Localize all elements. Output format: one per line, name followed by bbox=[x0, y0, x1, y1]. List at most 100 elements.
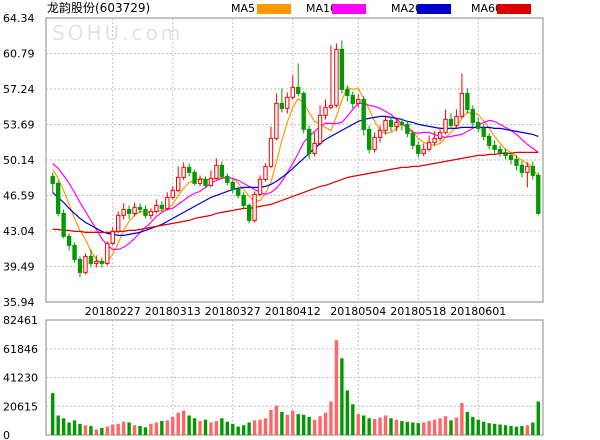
price-tick-label: 60.79 bbox=[3, 48, 35, 61]
candle-body bbox=[148, 210, 154, 216]
price-tick-label: 43.04 bbox=[3, 225, 35, 238]
price-tick-label: 57.24 bbox=[3, 83, 35, 96]
volume-bar bbox=[471, 416, 475, 435]
candle-body bbox=[410, 132, 415, 146]
volume-bar bbox=[432, 419, 437, 435]
candle-body bbox=[94, 260, 99, 264]
volume-bar bbox=[285, 414, 290, 435]
candle-body bbox=[416, 144, 421, 154]
candle-body bbox=[186, 166, 192, 173]
volume-bar bbox=[427, 421, 431, 435]
candle-body bbox=[437, 131, 443, 139]
volume-bar bbox=[67, 422, 71, 435]
volume-bar bbox=[171, 416, 175, 435]
date-label: 20180327 bbox=[205, 305, 261, 318]
price-tick-label: 50.14 bbox=[3, 154, 35, 167]
candle-body bbox=[399, 121, 405, 125]
candle-body bbox=[334, 48, 339, 106]
volume-bar bbox=[220, 418, 224, 435]
volume-bar bbox=[263, 418, 268, 435]
candle-body bbox=[132, 206, 137, 214]
volume-bar bbox=[111, 424, 115, 435]
price-tick-label: 35.94 bbox=[3, 296, 35, 309]
candle-body bbox=[257, 178, 263, 195]
candle-body bbox=[350, 94, 355, 104]
candle-body bbox=[459, 92, 465, 117]
volume-bar bbox=[514, 426, 519, 435]
volume-bar bbox=[438, 418, 442, 435]
volume-bar bbox=[61, 418, 66, 435]
volume-bar bbox=[323, 412, 328, 435]
candle-body bbox=[312, 142, 317, 154]
volume-bar bbox=[258, 419, 262, 435]
volume-bar bbox=[225, 421, 229, 435]
candle-body bbox=[372, 136, 377, 150]
candle-body bbox=[339, 48, 345, 90]
legend-swatch-ma60 bbox=[497, 4, 531, 14]
volume-bar bbox=[143, 427, 148, 435]
volume-tick-label: 20615 bbox=[3, 400, 38, 413]
candle-body bbox=[448, 118, 454, 126]
legend-swatch-ma20 bbox=[417, 4, 451, 14]
candle-body bbox=[519, 164, 525, 173]
volume-bar bbox=[252, 420, 257, 435]
candle-body bbox=[508, 154, 514, 160]
volume-bar bbox=[176, 412, 180, 435]
candle-body bbox=[61, 212, 66, 237]
candle-body bbox=[203, 178, 208, 186]
volume-bar bbox=[236, 426, 240, 435]
date-label: 20180313 bbox=[145, 305, 201, 318]
candle-body bbox=[214, 164, 219, 179]
candle-body bbox=[181, 166, 186, 178]
volume-tick-label: 0 bbox=[3, 429, 10, 440]
candle-body bbox=[77, 258, 83, 273]
volume-bar bbox=[231, 423, 235, 435]
candle-body bbox=[296, 86, 301, 94]
candle-body bbox=[426, 141, 432, 150]
candle-body bbox=[176, 176, 181, 191]
volume-bar bbox=[83, 425, 88, 435]
volume-bar bbox=[345, 390, 350, 435]
volume-bar bbox=[487, 423, 491, 435]
volume-bar bbox=[443, 416, 448, 435]
ma60-line bbox=[52, 151, 539, 233]
candle-body bbox=[274, 102, 279, 139]
candle-body bbox=[432, 137, 437, 143]
volume-bar bbox=[460, 402, 464, 435]
legend-label-ma5: MA5 bbox=[231, 2, 255, 15]
date-label: 20180227 bbox=[85, 305, 141, 318]
volume-bar bbox=[329, 401, 333, 435]
candle-body bbox=[170, 189, 175, 198]
candle-body bbox=[192, 171, 197, 184]
volume-bar bbox=[269, 409, 273, 435]
price-tick-label: 53.69 bbox=[3, 119, 35, 132]
candle-body bbox=[388, 119, 394, 127]
volume-bar bbox=[160, 421, 164, 435]
candle-body bbox=[279, 102, 285, 109]
volume-bar bbox=[372, 418, 377, 435]
volume-bar bbox=[394, 419, 399, 435]
candle-body bbox=[383, 119, 388, 131]
candle-body bbox=[345, 88, 350, 96]
volume-tick-label: 41230 bbox=[3, 372, 38, 385]
volume-bar bbox=[291, 410, 295, 435]
candle-body bbox=[121, 208, 126, 216]
candle-body bbox=[208, 177, 214, 186]
candle-body bbox=[394, 121, 399, 127]
grid bbox=[45, 17, 544, 436]
volume-bar bbox=[154, 422, 159, 435]
candle-body bbox=[154, 204, 159, 212]
axes: 64.34 60.79 57.24 53.69 50.14 46.59 43.04 39.49… bbox=[3, 12, 506, 440]
volume-bar bbox=[165, 420, 169, 435]
candle-body bbox=[497, 148, 503, 153]
volume-bar bbox=[192, 418, 197, 435]
candle-body bbox=[317, 114, 323, 144]
candle-body bbox=[481, 127, 486, 137]
volume-bar bbox=[121, 421, 126, 435]
price-tick-label: 46.59 bbox=[3, 190, 35, 203]
candle-body bbox=[137, 206, 143, 210]
candle-body bbox=[323, 106, 328, 116]
candle-body bbox=[465, 92, 470, 110]
candle-body bbox=[105, 242, 110, 264]
